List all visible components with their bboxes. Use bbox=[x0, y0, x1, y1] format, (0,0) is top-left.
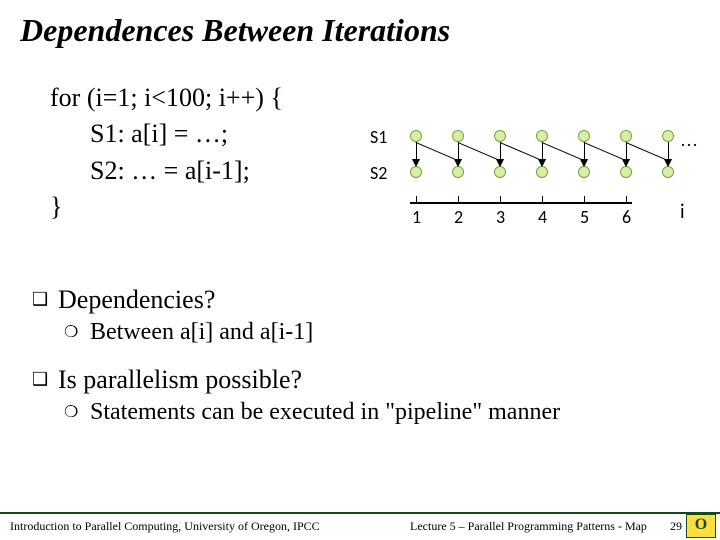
code-line-4: } bbox=[50, 189, 283, 225]
footer-left: Introduction to Parallel Computing, Univ… bbox=[10, 519, 320, 534]
axis-tick-label: 4 bbox=[538, 206, 547, 228]
axis-tick-label: 3 bbox=[496, 206, 505, 228]
row-label-s2: S2 bbox=[370, 162, 387, 184]
dep-arrow-head bbox=[538, 159, 546, 167]
bullet-block-1: Dependencies? Between a[i] and a[i-1] bbox=[32, 285, 313, 354]
axis-tick bbox=[500, 196, 501, 204]
axis-tick bbox=[416, 196, 417, 204]
axis-tick-label: 1 bbox=[412, 206, 421, 228]
dep-arrow bbox=[668, 142, 669, 160]
s2-dot-5 bbox=[578, 166, 590, 178]
s1-dot-4 bbox=[536, 130, 548, 142]
axis-line bbox=[410, 202, 632, 204]
footer-mid: Lecture 5 – Parallel Programming Pattern… bbox=[410, 519, 647, 534]
code-line-1: for (i=1; i<100; i++) { bbox=[50, 80, 283, 116]
slide-root: Dependences Between Iterations for (i=1;… bbox=[0, 0, 720, 540]
axis-tick bbox=[458, 196, 459, 204]
dep-arrow-head bbox=[496, 159, 504, 167]
s1-dot-5 bbox=[578, 130, 590, 142]
dep-arrow bbox=[542, 142, 543, 160]
s2-dot-2 bbox=[452, 166, 464, 178]
code-line-3: S2: … = a[i-1]; bbox=[50, 153, 283, 189]
s1-dot-2 bbox=[452, 130, 464, 142]
dep-arrow bbox=[626, 142, 668, 161]
code-line-2: S1: a[i] = …; bbox=[50, 116, 283, 152]
dep-arrow bbox=[500, 142, 501, 160]
s2-dot-1 bbox=[410, 166, 422, 178]
axis-tick bbox=[584, 196, 585, 204]
ellipses: … bbox=[680, 130, 698, 151]
axis-tick bbox=[626, 196, 627, 204]
dependence-diagram: S1 S2 … 1 2 3 4 5 6 i bbox=[370, 120, 700, 260]
sub-bullet-parallelism: Statements can be executed in "pipeline"… bbox=[32, 399, 560, 426]
sub-bullet-dependencies: Between a[i] and a[i-1] bbox=[32, 319, 313, 346]
dep-arrow-head bbox=[580, 159, 588, 167]
code-block: for (i=1; i<100; i++) { S1: a[i] = …; S2… bbox=[50, 80, 283, 226]
uo-logo: O bbox=[686, 514, 716, 538]
dep-arrow bbox=[584, 142, 626, 161]
axis-tick bbox=[542, 196, 543, 204]
s1-dot-3 bbox=[494, 130, 506, 142]
dep-arrow bbox=[416, 142, 458, 161]
s1-dot-extra bbox=[662, 130, 674, 142]
dep-arrow bbox=[626, 142, 627, 160]
axis-tick-label: 6 bbox=[622, 206, 631, 228]
bullet-block-2: Is parallelism possible? Statements can … bbox=[32, 365, 560, 434]
footer: Introduction to Parallel Computing, Univ… bbox=[0, 512, 720, 540]
dep-arrow bbox=[500, 142, 542, 161]
axis-tick-label: 2 bbox=[454, 206, 463, 228]
dep-arrow-head bbox=[454, 159, 462, 167]
bullet-dependencies: Dependencies? bbox=[32, 285, 313, 315]
axis-label-i: i bbox=[680, 200, 685, 224]
s1-dot-6 bbox=[620, 130, 632, 142]
dep-arrow bbox=[458, 142, 500, 161]
dep-arrow bbox=[542, 142, 584, 161]
s2-dot-4 bbox=[536, 166, 548, 178]
footer-page: 29 bbox=[670, 519, 682, 534]
s1-dot-1 bbox=[410, 130, 422, 142]
s2-dot-6 bbox=[620, 166, 632, 178]
dep-arrow-head bbox=[622, 159, 630, 167]
dep-arrow-head bbox=[412, 159, 420, 167]
dep-arrow bbox=[458, 142, 459, 160]
row-label-s1: S1 bbox=[370, 126, 387, 148]
axis-tick-label: 5 bbox=[580, 206, 589, 228]
s2-dot-extra bbox=[662, 166, 674, 178]
bullet-parallelism: Is parallelism possible? bbox=[32, 365, 560, 395]
dep-arrow bbox=[584, 142, 585, 160]
slide-title: Dependences Between Iterations bbox=[20, 12, 450, 49]
dep-arrow-head bbox=[664, 159, 672, 167]
dep-arrow bbox=[416, 142, 417, 160]
s2-dot-3 bbox=[494, 166, 506, 178]
